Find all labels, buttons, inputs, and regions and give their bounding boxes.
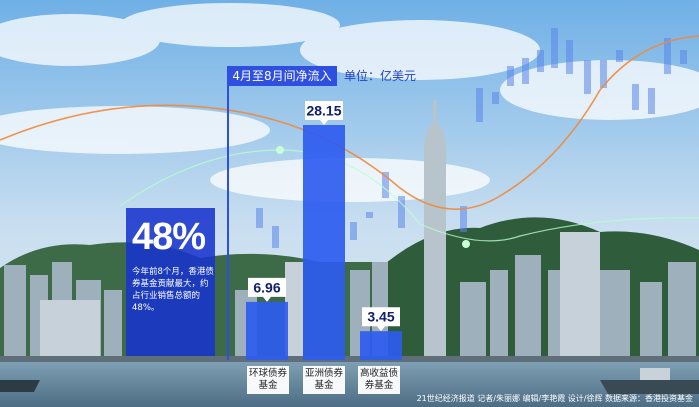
category-label-asia: 亚洲债券基金 [303, 366, 345, 394]
chart-unit: 单位：亿美元 [344, 69, 417, 83]
bar-1 [303, 125, 345, 360]
highlight-box [126, 208, 215, 356]
value-label-text-0: 6.96 [253, 279, 280, 295]
value-label-text-1: 28.15 [306, 103, 341, 119]
value-label-0: 6.96 [248, 277, 286, 302]
category-label-global: 环球债券基金 [247, 366, 289, 394]
value-label-2: 3.45 [362, 307, 400, 332]
credit-line: 21世纪经济报道 记者/朱丽娜 编辑/李艳霞 设计/徐辉 数据来源：香港投资基金 [416, 394, 693, 403]
value-label-1: 28.15 [305, 101, 343, 125]
highlight-description: 今年前8个月，香港债券基金贡献最大，约占行业销售总额的48%。 [132, 267, 214, 313]
bar-0 [246, 301, 288, 360]
category-label-highyield: 高收益债券基金 [358, 366, 400, 394]
value-label-text-2: 3.45 [367, 309, 394, 325]
bar-2 [360, 331, 402, 360]
chart-title: 4月至8月间净流入 [227, 66, 337, 86]
highlight-value: 48% [132, 216, 206, 258]
chart-axis-line [227, 66, 229, 360]
